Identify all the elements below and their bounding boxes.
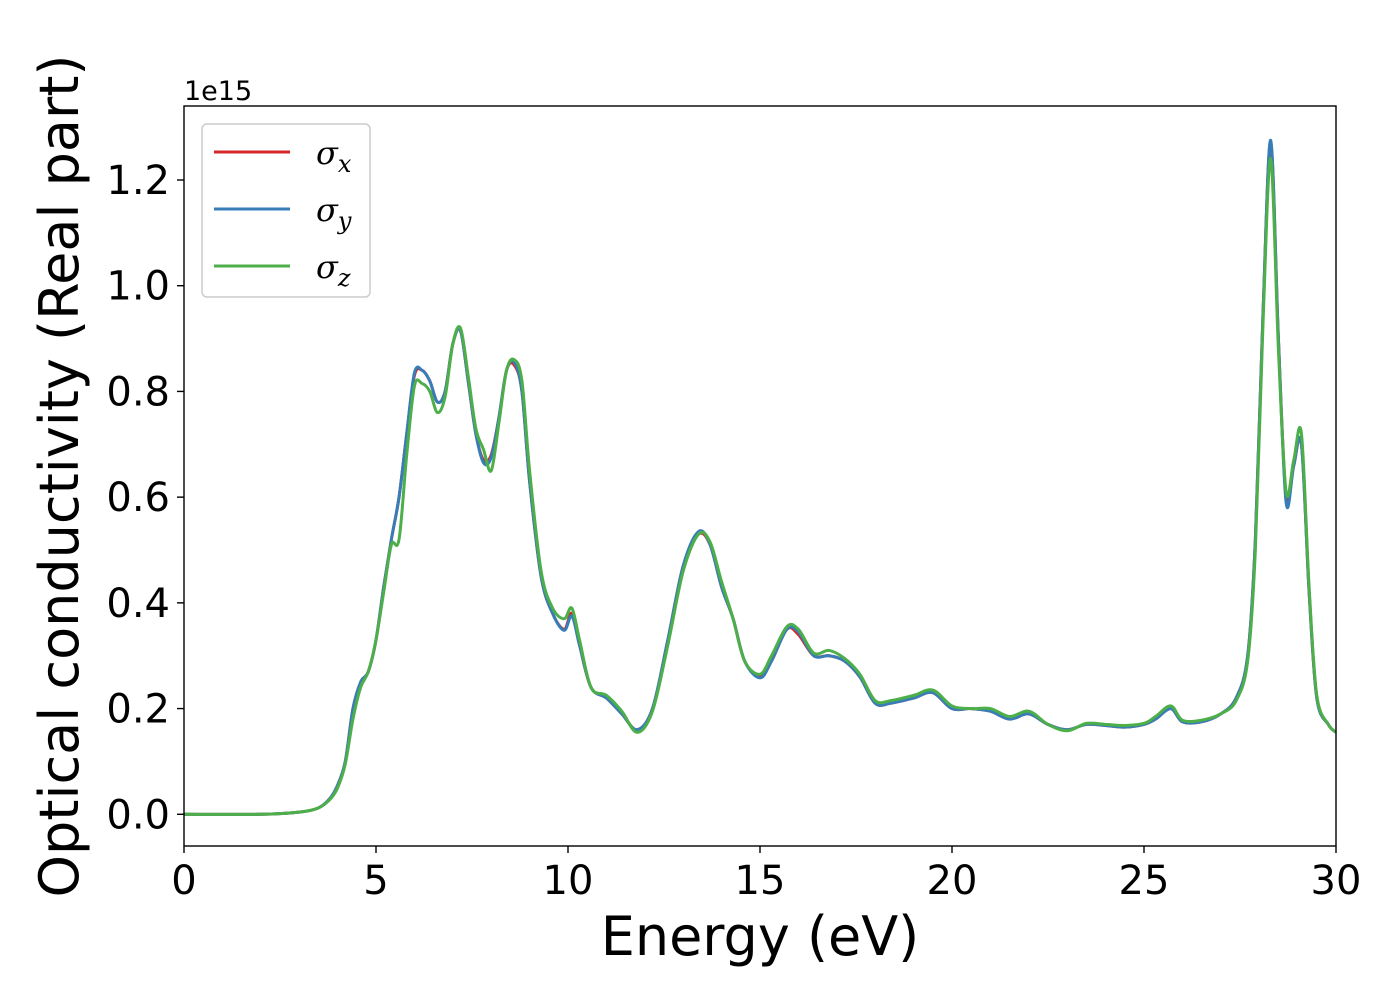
x-tick-label: 15 bbox=[735, 858, 786, 904]
y-offset-label: 1e15 bbox=[184, 76, 252, 107]
y-tick-label: 0.0 bbox=[106, 792, 170, 838]
legend-label-y: σy bbox=[316, 191, 352, 235]
x-tick-label: 30 bbox=[1311, 858, 1362, 904]
x-axis: 0 5 10 15 20 25 30 bbox=[171, 846, 1361, 904]
legend-label-z: σz bbox=[316, 248, 351, 292]
y-tick-label: 1.2 bbox=[106, 158, 170, 204]
y-axis-title: Optical conductivity (Real part) bbox=[28, 55, 91, 898]
y-tick-label: 0.4 bbox=[106, 581, 170, 627]
y-tick-label: 0.8 bbox=[106, 369, 170, 415]
x-axis-title: Energy (eV) bbox=[601, 905, 920, 968]
y-axis: 0.0 0.2 0.4 0.6 0.8 1.0 1.2 bbox=[106, 158, 184, 838]
y-tick-label: 0.2 bbox=[106, 687, 170, 733]
y-tick-label: 0.6 bbox=[106, 475, 170, 521]
legend: σx σy σz bbox=[201, 123, 371, 298]
y-tick-label: 1.0 bbox=[106, 264, 170, 310]
series-layer bbox=[184, 138, 1336, 816]
series-line-z bbox=[184, 157, 1336, 816]
x-tick-label: 5 bbox=[363, 858, 388, 904]
x-tick-label: 10 bbox=[543, 858, 594, 904]
x-tick-label: 25 bbox=[1119, 858, 1170, 904]
legend-label-x: σx bbox=[316, 134, 352, 178]
x-tick-label: 0 bbox=[171, 858, 196, 904]
x-tick-label: 20 bbox=[927, 858, 978, 904]
